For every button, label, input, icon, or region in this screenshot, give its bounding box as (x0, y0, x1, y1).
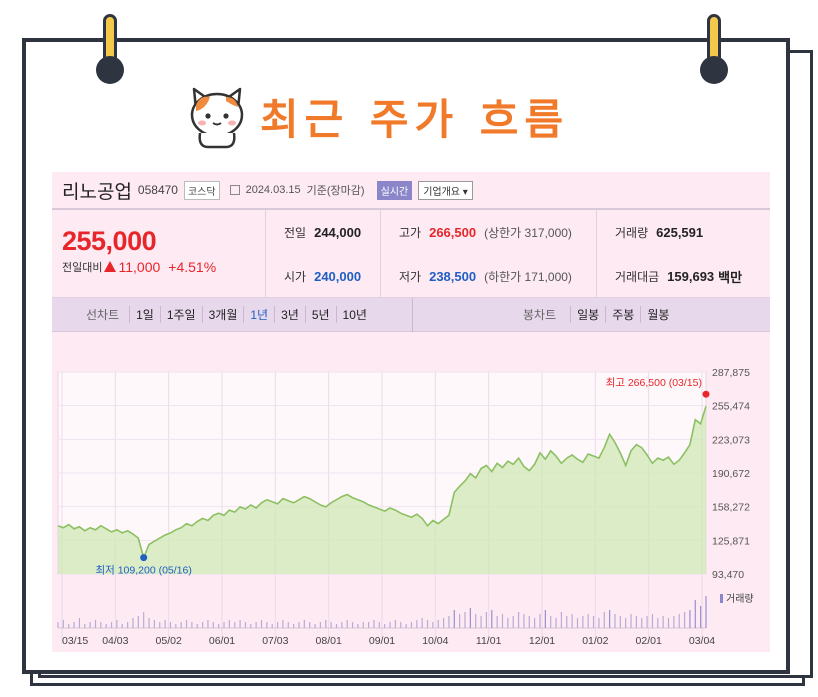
y-tick-label: 287,875 (712, 367, 750, 379)
period-tab-5[interactable]: 5년 (304, 306, 336, 323)
change-amount: 11,000 (118, 259, 161, 275)
high-label: 고가 (399, 225, 422, 240)
x-tick-label: 09/01 (369, 635, 395, 647)
volume-legend: 거래량 (726, 593, 754, 605)
x-tick-label: 08/01 (316, 635, 342, 647)
stock-code: 058470 (137, 183, 178, 197)
candle-chart-label: 봉차트 (523, 308, 557, 322)
market-badge: 코스닥 (183, 180, 220, 200)
price-area-fill (58, 406, 706, 574)
quote-basis: 기준(장마감) (306, 185, 365, 197)
calendar-icon (229, 185, 240, 195)
amount-cell: 거래대금 159,693 백만 (597, 254, 770, 298)
prev-close-label: 전일 (284, 225, 307, 240)
open-value: 240,000 (314, 268, 362, 284)
y-tick-label: 255,474 (712, 401, 750, 413)
low-label: 저가 (399, 269, 422, 284)
quote-date: 2024.03.15 (245, 184, 301, 196)
min-point (140, 554, 148, 562)
volume-cell: 거래량 625,591 (597, 210, 770, 254)
x-tick-label: 04/03 (102, 635, 128, 647)
volume-legend-swatch (720, 594, 723, 603)
amount-label: 거래대금 (615, 269, 660, 284)
line-chart-label: 선차트 (86, 308, 120, 322)
realtime-button[interactable]: 실시간 (376, 180, 413, 200)
volume-value: 625,591 (656, 224, 704, 240)
x-tick-label: 10/04 (422, 635, 448, 647)
x-tick-label: 02/01 (636, 635, 662, 647)
upper-limit: (상한가 317,000) (484, 225, 572, 240)
max-annotation: 최고 266,500 (03/15) (606, 377, 702, 389)
y-tick-label: 93,470 (712, 569, 744, 581)
company-info-label: 기업개요 (423, 186, 460, 198)
x-tick-label: 11/01 (476, 635, 502, 647)
high-cell: 고가 266,500 (상한가 317,000) (381, 210, 597, 254)
x-tick-label: 01/02 (582, 635, 608, 647)
y-tick-label: 223,073 (712, 434, 750, 446)
price-chart-area: 287,875 255,474 223,073 190,672 158,272 125,8… (52, 334, 770, 652)
x-tick-label: 06/01 (209, 635, 235, 647)
change-amount-wrap: 11,000 (104, 259, 160, 275)
page-title: 최근 주가 흐름 (260, 94, 570, 144)
lower-limit: (하한가 171,000) (484, 269, 572, 284)
quote-summary: 255,000 전일대비 11,000 +4.51% 전일 244,000 고가 2… (52, 210, 770, 298)
y-tick-label: 158,272 (712, 502, 750, 514)
stock-name: 리노공업 (62, 181, 132, 203)
up-triangle-icon (104, 261, 117, 272)
period-tab-2[interactable]: 3개월 (201, 306, 244, 323)
period-tab-1[interactable]: 1주일 (159, 306, 202, 323)
chevron-down-icon: ▾ (462, 186, 468, 198)
prev-close-value: 244,000 (314, 224, 362, 240)
price-chart: 287,875 255,474 223,073 190,672 158,272 125,8… (57, 367, 754, 647)
candle-tab-2[interactable]: 월봉 (640, 306, 675, 323)
candle-tab-1[interactable]: 주봉 (605, 306, 640, 323)
prev-close-cell: 전일 244,000 (266, 210, 381, 254)
stock-header-bar: 리노공업 058470 코스닥 2024.03.15 기준(장마감) 실시간 기… (52, 172, 770, 210)
x-tick-label: 03/15 (62, 635, 88, 647)
current-price-block: 255,000 전일대비 11,000 +4.51% (52, 210, 266, 297)
volume-label: 거래량 (615, 225, 649, 240)
candle-tab-0[interactable]: 일봉 (570, 306, 605, 323)
x-tick-label: 07/03 (262, 635, 288, 647)
candle-chart-tabs: 봉차트 일봉 주봉 월봉 (412, 297, 675, 332)
header: 최근 주가 흐름 (186, 76, 569, 156)
price-line (57, 405, 707, 561)
open-cell: 시가 240,000 (266, 254, 381, 298)
min-annotation: 최저 109,200 (05/16) (95, 565, 191, 577)
change-label: 전일대비 (62, 262, 103, 274)
y-tick-label: 190,672 (712, 468, 750, 480)
period-tab-3[interactable]: 1년 (243, 306, 274, 323)
open-label: 시가 (284, 269, 307, 284)
low-cell: 저가 238,500 (하한가 171,000) (381, 254, 597, 298)
x-tick-label: 12/01 (529, 635, 555, 647)
x-tick-label: 05/02 (156, 635, 182, 647)
y-tick-label: 125,871 (712, 535, 750, 547)
change-percent: +4.51% (168, 259, 217, 275)
amount-value: 159,693 (667, 268, 715, 284)
change-row: 전일대비 11,000 +4.51% (62, 259, 265, 275)
stock-panel: 리노공업 058470 코스닥 2024.03.15 기준(장마감) 실시간 기… (52, 172, 770, 652)
amount-unit: 백만 (718, 269, 743, 285)
x-tick-label: 03/04 (689, 635, 715, 647)
low-value: 238,500 (429, 268, 477, 284)
line-chart-tabs: 선차트 1일 1주일 3개월 1년 3년 5년 10년 (52, 306, 412, 323)
chart-period-tabs: 선차트 1일 1주일 3개월 1년 3년 5년 10년 봉차트 일봉 주봉 월봉 (52, 297, 770, 332)
period-tab-0[interactable]: 1일 (129, 306, 160, 323)
period-tab-6[interactable]: 10년 (335, 306, 373, 323)
max-point (702, 390, 710, 398)
current-price: 255,000 (62, 226, 157, 256)
company-info-dropdown[interactable]: 기업개요 ▾ (418, 180, 473, 200)
high-value: 266,500 (429, 224, 477, 240)
cat-mascot-icon (190, 87, 244, 149)
period-tab-4[interactable]: 3년 (274, 306, 305, 323)
quote-grid: 전일 244,000 고가 266,500 (상한가 317,000) 거래량 625,… (266, 210, 770, 298)
